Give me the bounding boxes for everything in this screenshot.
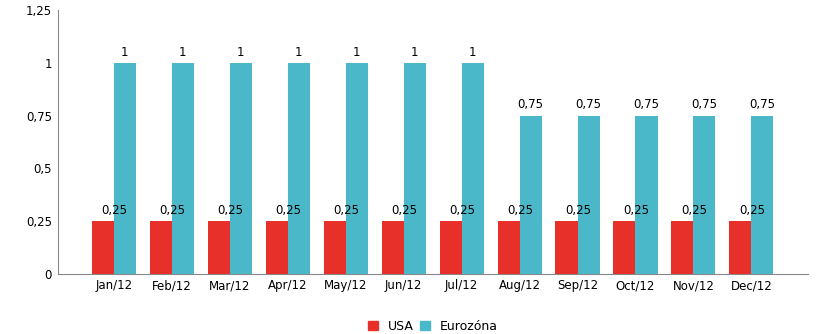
Bar	[578, 116, 600, 274]
Text: 0,25: 0,25	[623, 204, 649, 217]
Bar	[288, 63, 310, 274]
Legend: USA, Eurozóna: USA, Eurozóna	[368, 320, 498, 333]
Bar	[751, 116, 774, 274]
Text: 0,25: 0,25	[101, 204, 128, 217]
Text: 0,25: 0,25	[565, 204, 592, 217]
Bar	[230, 63, 252, 274]
Text: 1: 1	[295, 45, 302, 58]
Bar	[404, 63, 426, 274]
Text: 0,25: 0,25	[275, 204, 302, 217]
Bar	[382, 221, 404, 274]
Text: 0,25: 0,25	[739, 204, 765, 217]
Bar	[208, 221, 230, 274]
Text: 0,25: 0,25	[218, 204, 244, 217]
Bar	[265, 221, 288, 274]
Text: 0,75: 0,75	[634, 98, 659, 111]
Text: 0,25: 0,25	[449, 204, 475, 217]
Bar	[324, 221, 345, 274]
Bar	[635, 116, 658, 274]
Bar	[91, 221, 114, 274]
Bar	[672, 221, 694, 274]
Text: 0,25: 0,25	[508, 204, 533, 217]
Text: 0,75: 0,75	[575, 98, 602, 111]
Text: 1: 1	[411, 45, 419, 58]
Bar	[345, 63, 368, 274]
Text: 0,25: 0,25	[334, 204, 359, 217]
Text: 0,75: 0,75	[749, 98, 775, 111]
Text: 0,75: 0,75	[691, 98, 718, 111]
Text: 0,25: 0,25	[681, 204, 707, 217]
Text: 1: 1	[179, 45, 186, 58]
Text: 0,25: 0,25	[160, 204, 185, 217]
Bar	[150, 221, 171, 274]
Bar	[729, 221, 751, 274]
Text: 1: 1	[237, 45, 245, 58]
Text: 1: 1	[469, 45, 476, 58]
Text: 1: 1	[353, 45, 360, 58]
Text: 0,25: 0,25	[391, 204, 418, 217]
Bar	[613, 221, 635, 274]
Bar	[555, 221, 578, 274]
Bar	[694, 116, 715, 274]
Bar	[114, 63, 136, 274]
Bar	[461, 63, 484, 274]
Bar	[498, 221, 520, 274]
Bar	[171, 63, 194, 274]
Text: 0,75: 0,75	[517, 98, 544, 111]
Bar	[520, 116, 541, 274]
Text: 1: 1	[121, 45, 129, 58]
Bar	[439, 221, 461, 274]
